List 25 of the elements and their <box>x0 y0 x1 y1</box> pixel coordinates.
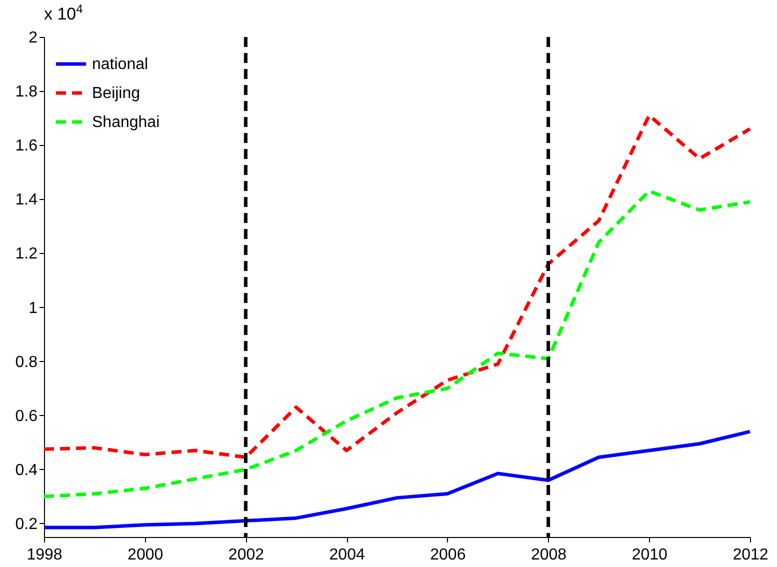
y-tick-label: 1.8 <box>15 84 38 101</box>
y-tick-label: 2 <box>28 30 38 46</box>
x-tick-label: 2012 <box>732 546 768 564</box>
y-tick-label: 1.6 <box>15 138 38 155</box>
legend-label: Shanghai <box>92 114 160 131</box>
x-tick-label: 2008 <box>530 546 567 564</box>
y-tick-label: 1.2 <box>15 246 38 263</box>
legend-label: national <box>92 56 148 73</box>
line-series <box>42 430 752 530</box>
x-tick-label: 2002 <box>228 546 264 564</box>
legend-label: Beijing <box>92 85 140 102</box>
y-tick-label: 0.6 <box>15 408 38 425</box>
x-tick-label: 2004 <box>329 546 365 564</box>
x-tick-label: 2000 <box>128 546 164 564</box>
line-series <box>42 114 752 460</box>
y-tick-label: 0.4 <box>15 462 38 479</box>
x-tick-label: 2006 <box>430 546 466 564</box>
y-tick-label: 0.2 <box>15 516 38 533</box>
y-tick-label: 1 <box>28 300 38 317</box>
x-tick-label: 2010 <box>632 546 668 564</box>
y-tick-label: 1.4 <box>15 192 38 209</box>
text: x 10$^{4}$ <box>44 2 83 25</box>
line-series <box>42 189 752 498</box>
y-tick-label: 0.8 <box>15 354 38 371</box>
x-tick-label: 1998 <box>26 546 62 564</box>
